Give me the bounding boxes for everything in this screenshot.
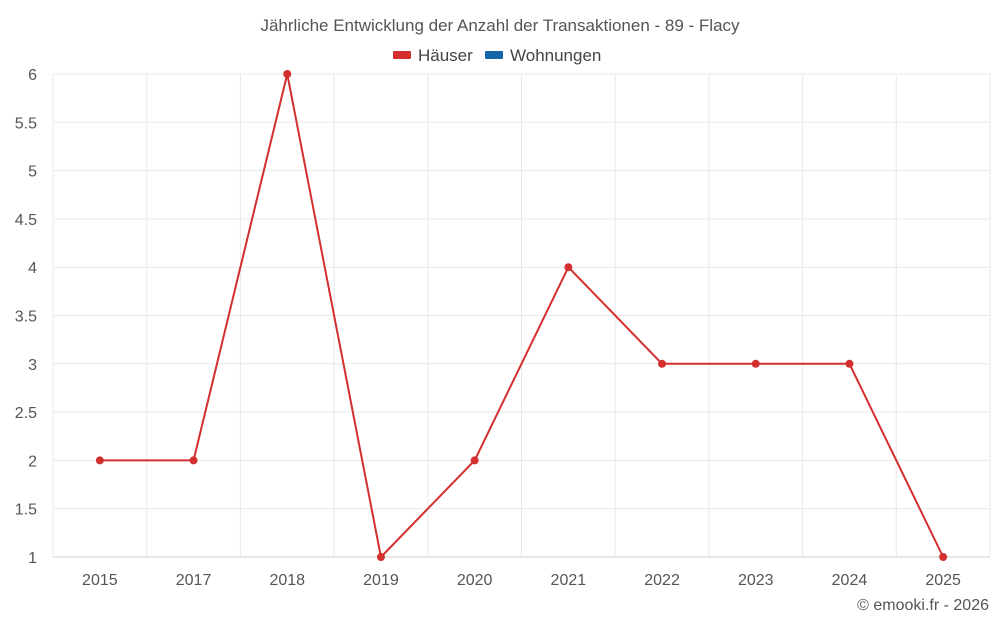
data-point[interactable]: [564, 263, 573, 272]
grid: [52, 73, 991, 558]
x-tick-label: 2015: [82, 572, 118, 589]
legend-label-haeuser: Häuser: [418, 46, 473, 65]
data-point[interactable]: [470, 456, 479, 465]
x-tick-label: 2017: [176, 572, 212, 589]
data-point[interactable]: [189, 456, 198, 465]
x-tick-label: 2021: [551, 572, 587, 589]
data-point[interactable]: [376, 553, 385, 561]
y-tick-label: 3.5: [15, 309, 37, 326]
y-tick-label: 5: [28, 164, 37, 181]
x-tick-label: 2024: [832, 572, 868, 589]
x-tick-label: 2023: [738, 572, 774, 589]
y-axis: 1 1.5 2 2.5 3 3.5 4 4.5 5 5.5 6: [15, 67, 37, 567]
legend-label-wohnungen: Wohnungen: [510, 46, 601, 65]
legend-swatch-wohnungen: [485, 51, 503, 59]
data-point[interactable]: [95, 456, 104, 465]
data-point[interactable]: [751, 359, 760, 368]
series-line-0: [99, 73, 945, 558]
x-tick-label: 2025: [925, 572, 961, 589]
x-axis: 2015 2017 2018 2019 2020 2021 2022 2023 2024 2025: [53, 556, 990, 589]
y-tick-label: 4: [28, 260, 37, 277]
y-tick-label: 6: [28, 67, 37, 84]
y-tick-label: 1.5: [15, 502, 37, 519]
x-tick-label: 2022: [644, 572, 680, 589]
x-tick-label: 2019: [363, 572, 399, 589]
chart-title: Jährliche Entwicklung der Anzahl der Tra…: [260, 16, 740, 35]
data-point[interactable]: [283, 70, 292, 78]
y-tick-label: 2: [28, 453, 37, 470]
credit-text: © emooki.fr - 2026: [857, 597, 989, 614]
data-point[interactable]: [845, 359, 854, 368]
y-tick-label: 2.5: [15, 405, 37, 422]
legend-item-wohnungen[interactable]: Wohnungen: [485, 46, 601, 65]
y-tick-label: 1: [28, 550, 37, 567]
legend-swatch-haeuser: [393, 51, 411, 59]
y-tick-label: 4.5: [15, 212, 37, 229]
y-tick-label: 5.5: [15, 115, 37, 132]
x-tick-label: 2020: [457, 572, 493, 589]
x-tick-label: 2018: [269, 572, 305, 589]
data-point[interactable]: [939, 553, 948, 561]
plot-area: [95, 70, 948, 561]
legend-item-haeuser[interactable]: Häuser: [393, 46, 473, 65]
data-point[interactable]: [658, 359, 667, 368]
legend: Häuser Wohnungen: [393, 46, 601, 65]
y-tick-label: 3: [28, 357, 37, 374]
